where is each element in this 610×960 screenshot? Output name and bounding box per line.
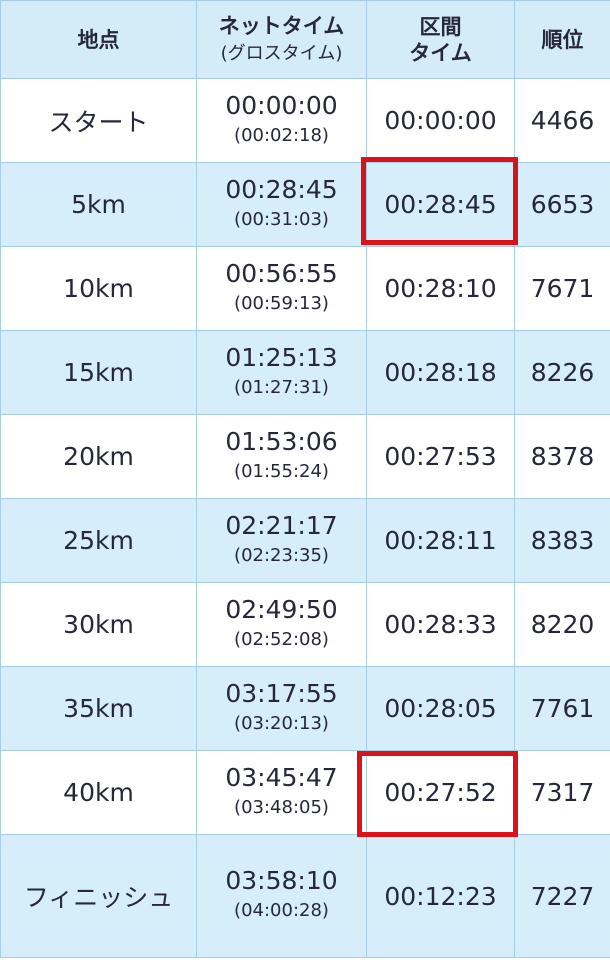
place-cell: 30km bbox=[0, 582, 197, 667]
table-row: 35km 03:17:55 (03:20:13) 00:28:05 7761 bbox=[0, 666, 610, 751]
net-time: 03:58:10 bbox=[225, 866, 338, 895]
table-row: 40km 03:45:47 (03:48:05) 00:27:52 7317 bbox=[0, 750, 610, 835]
net-time: 00:56:55 bbox=[225, 258, 338, 288]
gross-time: (00:59:13) bbox=[234, 292, 329, 314]
rank-cell: 7317 bbox=[514, 750, 610, 835]
table-row: 25km 02:21:17 (02:23:35) 00:28:11 8383 bbox=[0, 498, 610, 583]
rank-cell: 8383 bbox=[514, 498, 610, 583]
place-cell: 10km bbox=[0, 246, 197, 331]
net-time: 03:45:47 bbox=[225, 762, 338, 792]
rank-cell: 8378 bbox=[514, 414, 610, 499]
rank-cell: 4466 bbox=[514, 78, 610, 163]
split-time-cell: 00:28:18 bbox=[366, 330, 515, 415]
table-row: 30km 02:49:50 (02:52:08) 00:28:33 8220 bbox=[0, 582, 610, 667]
rank-cell: 7761 bbox=[514, 666, 610, 751]
rank-cell: 8220 bbox=[514, 582, 610, 667]
net-time: 00:28:45 bbox=[225, 174, 338, 204]
net-time-cell: 02:21:17 (02:23:35) bbox=[196, 498, 367, 583]
place-cell: 20km bbox=[0, 414, 197, 499]
net-time-cell: 00:00:00 (00:02:18) bbox=[196, 78, 367, 163]
highlight-box-40km bbox=[357, 751, 518, 837]
header-gross-label: (グロスタイム) bbox=[220, 42, 343, 64]
net-time: 03:17:55 bbox=[225, 678, 338, 708]
gross-time: (03:20:13) bbox=[234, 712, 329, 734]
gross-time: (00:31:03) bbox=[234, 208, 329, 230]
rank-cell: 8226 bbox=[514, 330, 610, 415]
header-rank: 順位 bbox=[514, 0, 610, 79]
net-time-cell: 00:56:55 (00:59:13) bbox=[196, 246, 367, 331]
gross-time: (02:23:35) bbox=[234, 544, 329, 566]
header-split-line1: 区間 bbox=[419, 14, 462, 39]
split-time-cell: 00:28:05 bbox=[366, 666, 515, 751]
header-split-time: 区間 タイム bbox=[366, 0, 515, 79]
gross-time: (04:00:28) bbox=[234, 900, 329, 921]
gross-time: (01:55:24) bbox=[234, 460, 329, 482]
place-cell: 40km bbox=[0, 750, 197, 835]
highlight-box-5km bbox=[361, 157, 518, 245]
net-time-cell: 03:45:47 (03:48:05) bbox=[196, 750, 367, 835]
gross-time: (01:27:31) bbox=[234, 376, 329, 398]
net-time-cell: 02:49:50 (02:52:08) bbox=[196, 582, 367, 667]
split-time-cell: 00:28:33 bbox=[366, 582, 515, 667]
split-time-cell: 00:12:23 bbox=[366, 834, 515, 958]
net-time: 01:53:06 bbox=[225, 426, 338, 456]
gross-time: (03:48:05) bbox=[234, 796, 329, 818]
gross-time: (02:52:08) bbox=[234, 628, 329, 650]
net-time-cell: 00:28:45 (00:31:03) bbox=[196, 162, 367, 247]
rank-cell: 7671 bbox=[514, 246, 610, 331]
net-time-cell: 01:25:13 (01:27:31) bbox=[196, 330, 367, 415]
header-net-time: ネットタイム (グロスタイム) bbox=[196, 0, 367, 79]
split-time-cell: 00:28:45 bbox=[366, 162, 515, 247]
place-cell: 25km bbox=[0, 498, 197, 583]
table-row: 5km 00:28:45 (00:31:03) 00:28:45 6653 bbox=[0, 162, 610, 247]
header-net-label: ネットタイム bbox=[218, 13, 345, 38]
table-row: 15km 01:25:13 (01:27:31) 00:28:18 8226 bbox=[0, 330, 610, 415]
net-time-cell: 03:58:10 (04:00:28) bbox=[196, 834, 367, 958]
split-time-cell: 00:27:53 bbox=[366, 414, 515, 499]
net-time: 02:49:50 bbox=[225, 594, 338, 624]
header-place: 地点 bbox=[0, 0, 197, 79]
table-row: フィニッシュ 03:58:10 (04:00:28) 00:12:23 7227 bbox=[0, 834, 610, 958]
header-row: 地点 ネットタイム (グロスタイム) 区間 タイム 順位 bbox=[0, 0, 610, 79]
table-row: 10km 00:56:55 (00:59:13) 00:28:10 7671 bbox=[0, 246, 610, 331]
place-cell: 35km bbox=[0, 666, 197, 751]
table-row: 20km 01:53:06 (01:55:24) 00:27:53 8378 bbox=[0, 414, 610, 499]
net-time-cell: 03:17:55 (03:20:13) bbox=[196, 666, 367, 751]
place-cell: スタート bbox=[0, 78, 197, 163]
split-time-cell: 00:28:11 bbox=[366, 498, 515, 583]
place-cell: フィニッシュ bbox=[0, 834, 197, 958]
split-time-cell: 00:00:00 bbox=[366, 78, 515, 163]
table-row: スタート 00:00:00 (00:02:18) 00:00:00 4466 bbox=[0, 78, 610, 163]
net-time: 02:21:17 bbox=[225, 510, 338, 540]
net-time-cell: 01:53:06 (01:55:24) bbox=[196, 414, 367, 499]
place-cell: 5km bbox=[0, 162, 197, 247]
gross-time: (00:02:18) bbox=[234, 124, 329, 146]
net-time: 01:25:13 bbox=[225, 342, 338, 372]
net-time: 00:00:00 bbox=[225, 90, 338, 120]
place-cell: 15km bbox=[0, 330, 197, 415]
header-split-line2: タイム bbox=[409, 40, 472, 65]
rank-cell: 7227 bbox=[514, 834, 610, 958]
split-time-cell: 00:28:10 bbox=[366, 246, 515, 331]
rank-cell: 6653 bbox=[514, 162, 610, 247]
